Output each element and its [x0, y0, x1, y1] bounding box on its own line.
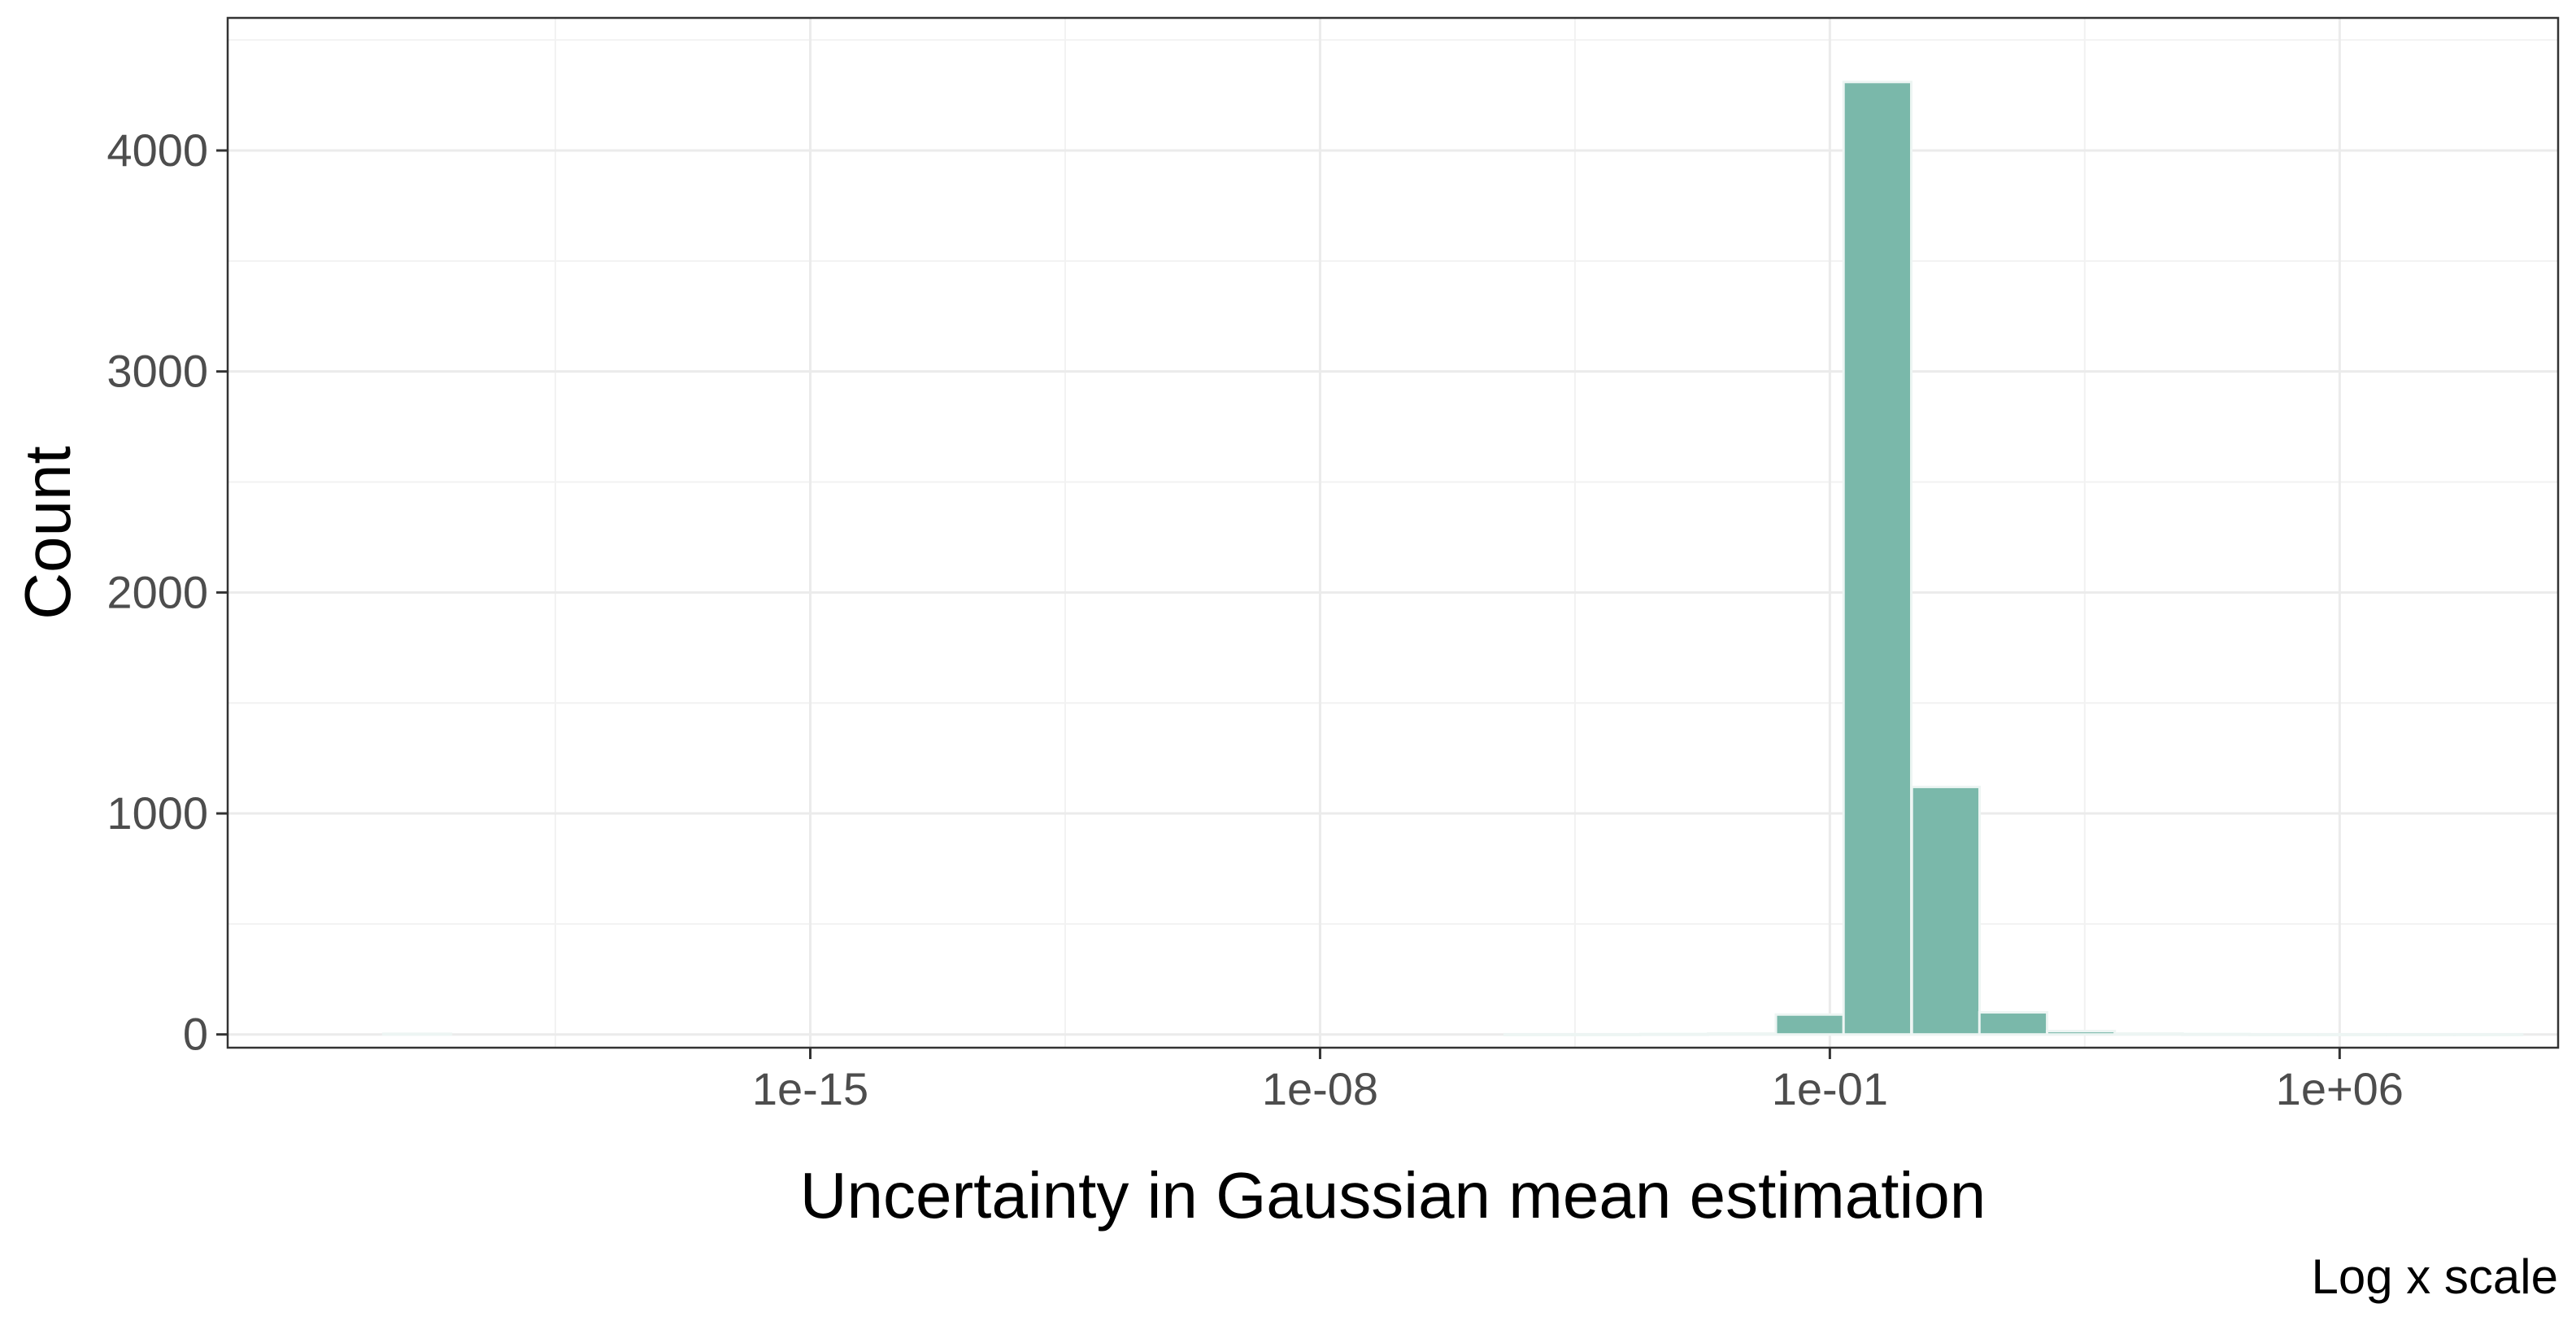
x-tick-label: 1e+06	[2276, 1063, 2404, 1114]
histogram-bar	[2113, 1032, 2184, 1036]
histogram-bar	[1910, 785, 1982, 1036]
histogram-bar	[1571, 1032, 1642, 1036]
x-axis-title: Uncertainty in Gaussian mean estimation	[800, 1159, 1986, 1232]
caption-text: Log x scale	[2311, 1249, 2558, 1304]
histogram-bar	[1707, 1032, 1778, 1036]
y-tick-label: 4000	[107, 124, 208, 176]
histogram-bar	[1638, 1032, 1710, 1036]
histogram-bar	[381, 1032, 453, 1036]
histogram-bar	[1842, 81, 1913, 1036]
y-axis-title: Count	[11, 446, 84, 619]
grid-lines	[228, 18, 2558, 1048]
histogram-bar	[2452, 1032, 2524, 1036]
panel-border	[226, 16, 2560, 1049]
y-tick-label: 1000	[107, 787, 208, 839]
histogram-bar	[1978, 1011, 2049, 1036]
histogram-bars	[381, 81, 2524, 1036]
histogram-bar	[1774, 1013, 1845, 1036]
y-axis-ticks: 0 1000 2000 3000 4000	[107, 124, 228, 1060]
histogram-bar	[2385, 1032, 2456, 1036]
histogram-bar	[2317, 1032, 2388, 1036]
histogram-bar	[2248, 1032, 2319, 1036]
x-tick-label: 1e-08	[1262, 1063, 1378, 1114]
histogram-bar	[2045, 1030, 2117, 1036]
histogram-bar	[2181, 1032, 2252, 1036]
histogram-bar	[1503, 1032, 1574, 1036]
y-tick-label: 0	[183, 1009, 208, 1060]
y-tick-label: 3000	[107, 346, 208, 397]
x-tick-label: 1e-01	[1772, 1063, 1888, 1114]
y-tick-label: 2000	[107, 566, 208, 617]
x-axis-ticks: 1e-15 1e-08 1e-01 1e+06	[752, 1048, 2404, 1114]
x-tick-label: 1e-15	[752, 1063, 868, 1114]
